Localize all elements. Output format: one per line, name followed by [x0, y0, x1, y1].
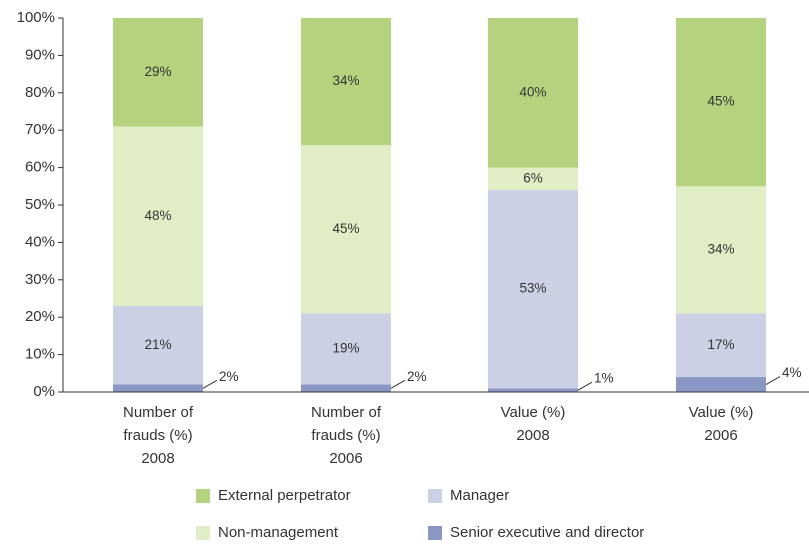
value-label: 45%: [332, 221, 359, 236]
bar-segment: [488, 388, 578, 392]
leader-line: [202, 379, 218, 389]
bar-segment: [301, 384, 391, 392]
bar-segment: [113, 305, 203, 385]
y-tick-label: 20%: [25, 308, 55, 325]
x-tick-label: 2008: [516, 427, 549, 444]
x-tick-label: Value (%): [501, 404, 566, 421]
x-tick-label: Number of: [311, 404, 382, 421]
x-tick-label: Value (%): [689, 404, 754, 421]
legend-swatch: [196, 489, 210, 503]
x-tick-label: 2006: [329, 450, 362, 467]
bar-segment: [113, 384, 203, 392]
bar-segment: [676, 313, 766, 378]
y-tick-label: 0%: [33, 383, 55, 400]
value-label: 2%: [219, 369, 239, 384]
legend-label: Senior executive and director: [450, 524, 644, 541]
value-label: 34%: [707, 241, 734, 256]
legend-label: Manager: [450, 487, 509, 504]
value-label: 17%: [707, 337, 734, 352]
bar-segment: [676, 18, 766, 187]
leader-line: [577, 381, 593, 391]
value-label: 48%: [144, 208, 171, 223]
bar-segment: [488, 190, 578, 389]
x-tick-label: 2006: [704, 427, 737, 444]
legend-label: Non-management: [218, 524, 339, 541]
legend-swatch: [428, 526, 442, 540]
leader-line: [390, 379, 406, 389]
value-label: 4%: [782, 365, 802, 380]
value-label: 45%: [707, 94, 734, 109]
y-tick-label: 80%: [25, 84, 55, 101]
y-tick-label: 10%: [25, 346, 55, 363]
value-label: 29%: [144, 64, 171, 79]
legend-swatch: [196, 526, 210, 540]
y-tick-label: 70%: [25, 121, 55, 138]
value-label: 2%: [407, 369, 427, 384]
x-tick-label: frauds (%): [123, 427, 192, 444]
value-label: 21%: [144, 337, 171, 352]
value-label: 53%: [519, 281, 546, 296]
y-tick-label: 30%: [25, 271, 55, 288]
y-tick-label: 40%: [25, 233, 55, 250]
bar-segment: [301, 18, 391, 146]
value-label: 34%: [332, 73, 359, 88]
bar-segment: [488, 167, 578, 191]
leader-line: [765, 376, 781, 385]
bar-segment: [301, 145, 391, 314]
bar-segment: [113, 126, 203, 306]
y-tick-label: 60%: [25, 159, 55, 176]
y-tick-label: 100%: [17, 9, 55, 26]
bar-segment: [676, 186, 766, 314]
value-label: 40%: [519, 84, 546, 99]
bar-segment: [676, 377, 766, 392]
bar-segment: [301, 313, 391, 385]
bar-segment: [113, 18, 203, 127]
x-tick-label: frauds (%): [311, 427, 380, 444]
x-tick-label: 2008: [141, 450, 174, 467]
legend-swatch: [428, 489, 442, 503]
legend-label: External perpetrator: [218, 487, 351, 504]
y-tick-label: 50%: [25, 196, 55, 213]
bar-segment: [488, 18, 578, 168]
value-label: 1%: [594, 371, 614, 386]
value-label: 19%: [332, 341, 359, 356]
y-tick-label: 90%: [25, 46, 55, 63]
value-label: 6%: [523, 170, 543, 185]
x-tick-label: Number of: [123, 404, 194, 421]
